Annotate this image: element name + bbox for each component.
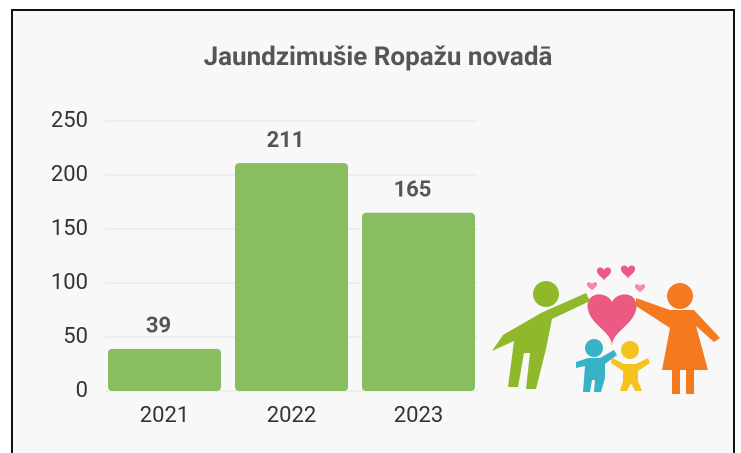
x-tick-label: 2022 [267, 403, 316, 428]
x-tick-label: 2023 [394, 403, 443, 428]
y-tick-label: 250 [51, 108, 88, 133]
family-illustration [492, 265, 720, 394]
y-tick-label: 50 [63, 324, 88, 349]
y-tick-label: 150 [51, 216, 88, 241]
value-label: 39 [146, 314, 171, 339]
x-tick-label: 2021 [140, 403, 189, 428]
bar [235, 163, 348, 391]
value-label: 165 [394, 178, 432, 203]
y-tick-label: 0 [76, 378, 88, 403]
bar [108, 348, 221, 391]
y-tick-label: 100 [51, 270, 88, 295]
y-tick-label: 200 [51, 162, 88, 187]
value-label: 211 [267, 128, 305, 153]
bar [362, 212, 475, 391]
chart-title: Jaundzimušie Ropažu novadā [204, 42, 553, 72]
